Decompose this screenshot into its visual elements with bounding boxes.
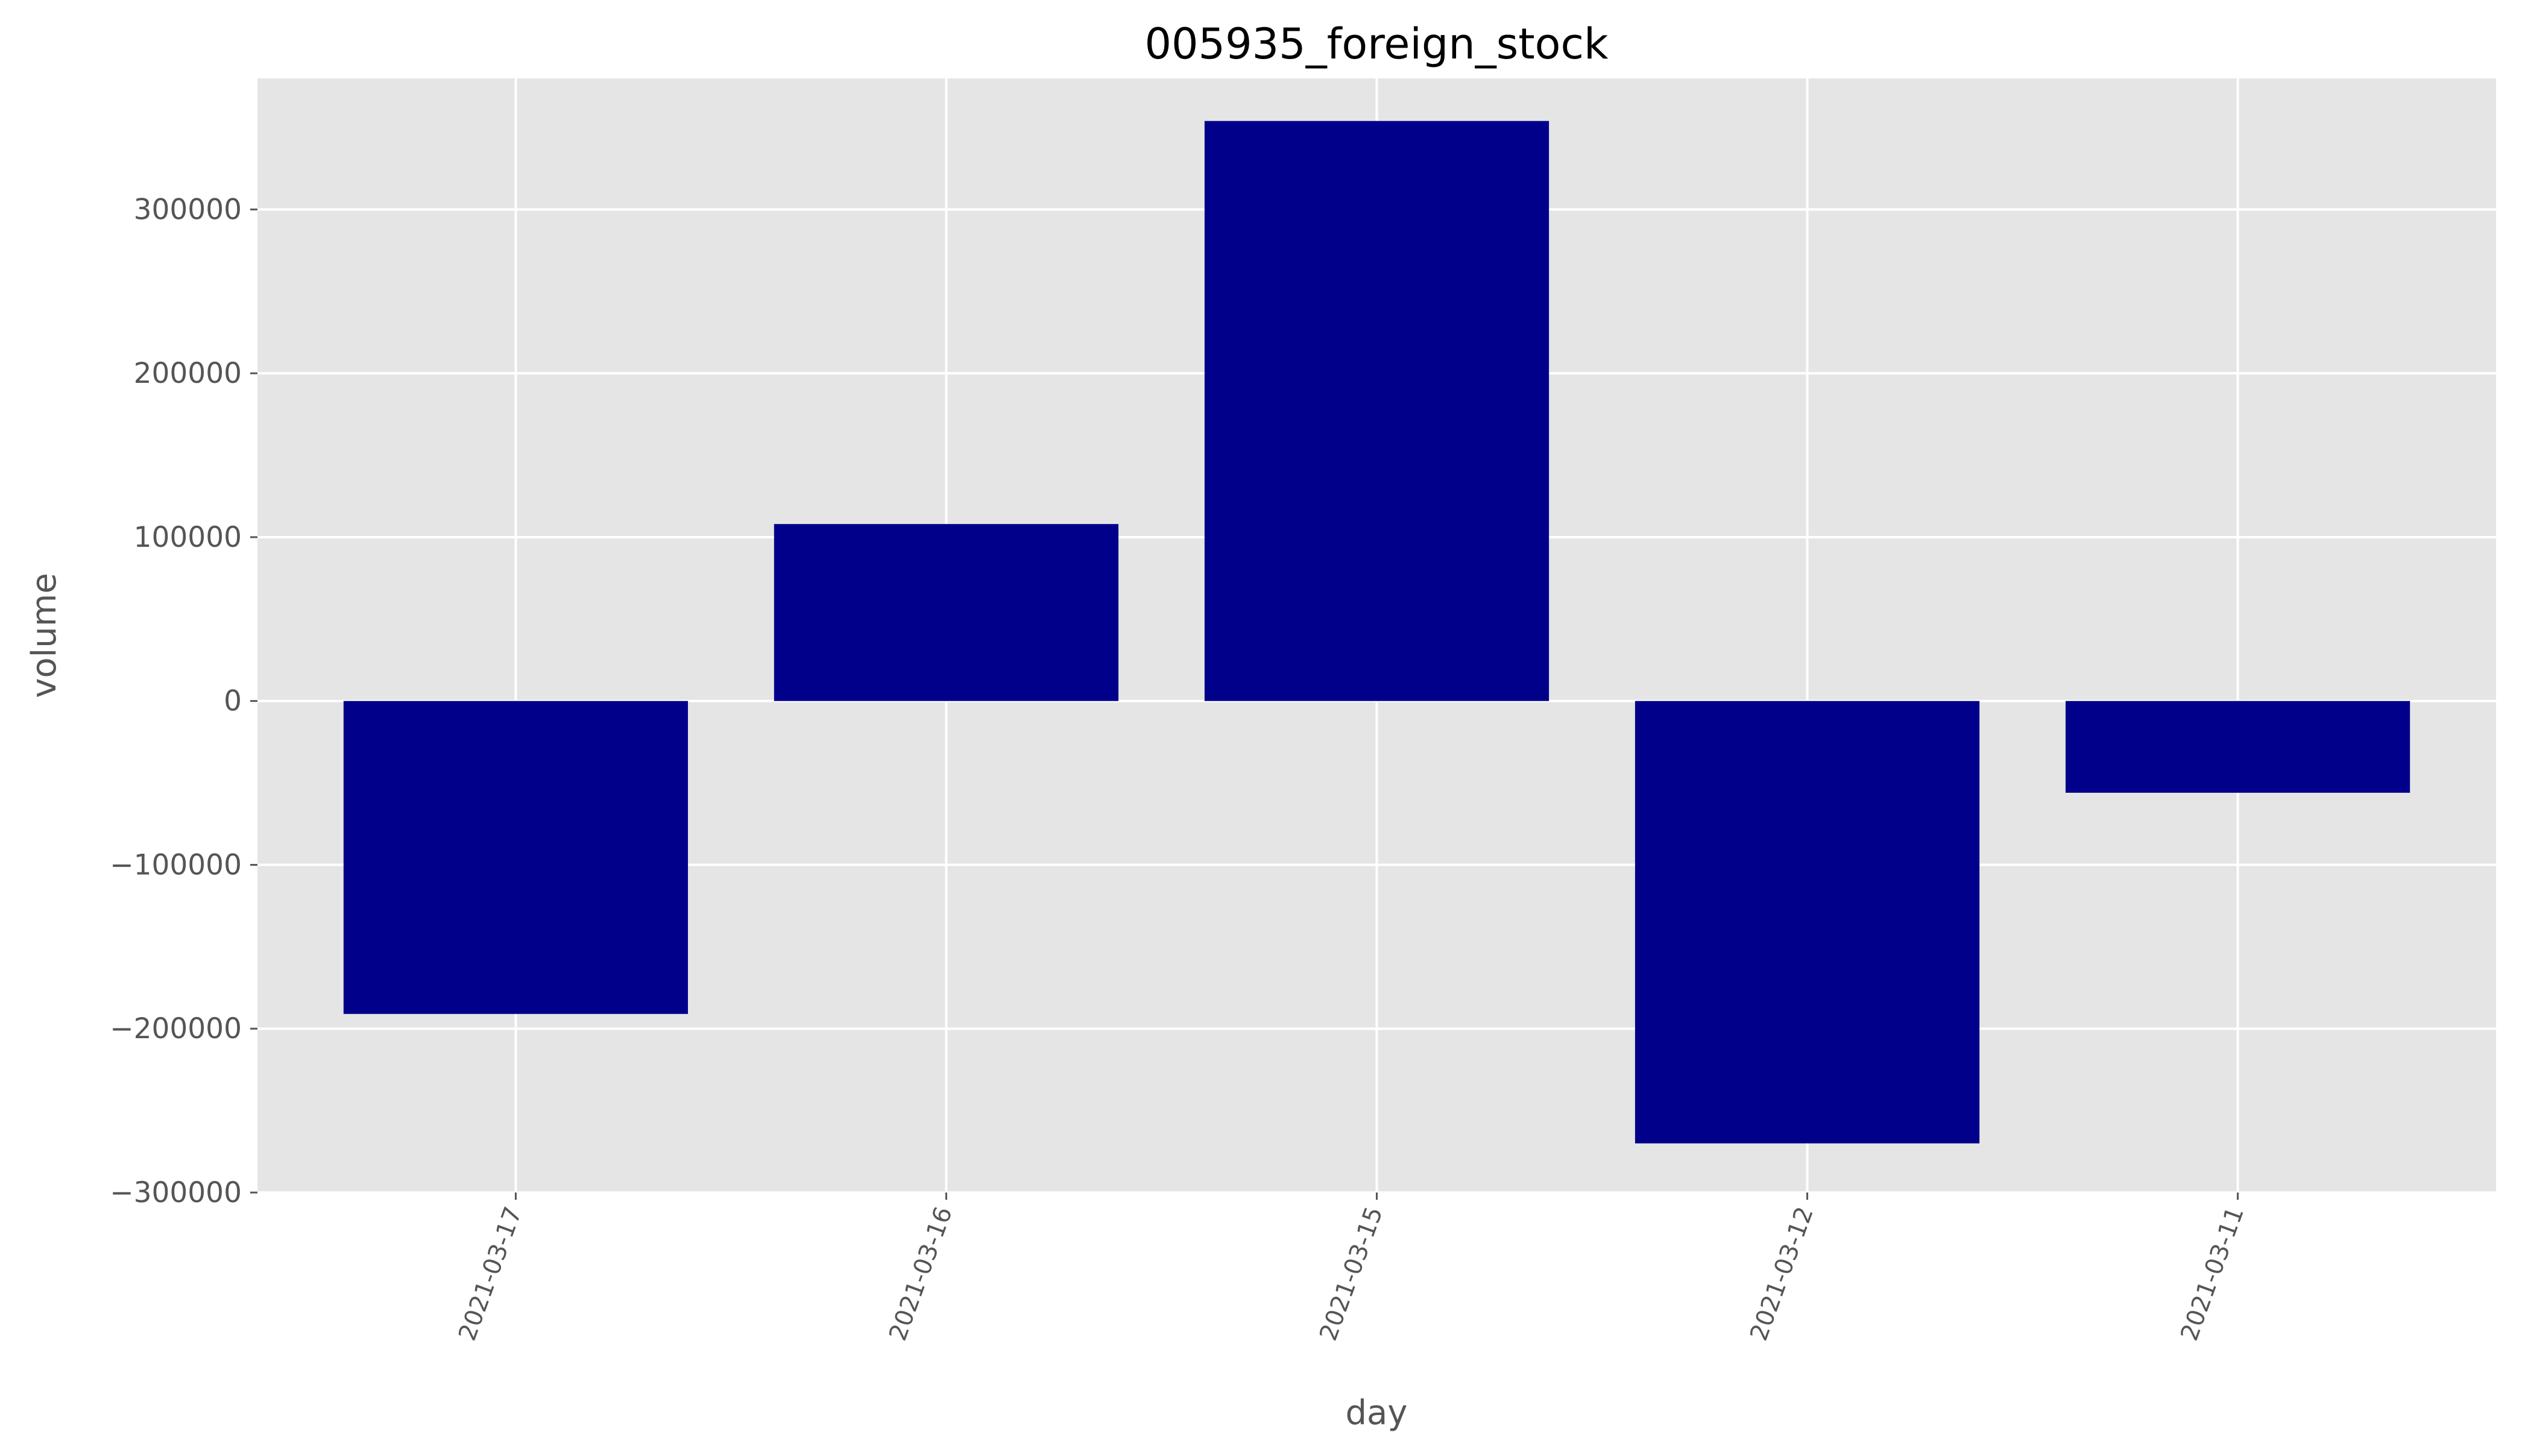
y-tick-label: 0 [224, 685, 242, 718]
x-axis-label: day [1345, 1393, 1407, 1432]
bars [343, 121, 2410, 1144]
y-tick-label: −200000 [110, 1012, 242, 1045]
bar [1204, 121, 1549, 701]
y-tick-label: 200000 [134, 357, 242, 390]
x-tick-label: 2021-03-11 [2175, 1203, 2249, 1344]
chart-title: 005935_foreign_stock [1144, 19, 1608, 69]
x-tick-label: 2021-03-15 [1314, 1203, 1389, 1344]
x-tick-label: 2021-03-17 [453, 1203, 528, 1344]
y-tick-label: 100000 [134, 521, 242, 554]
y-axis-label: volume [25, 573, 64, 698]
y-tick-label: −300000 [110, 1176, 242, 1209]
x-tick-label: 2021-03-12 [1745, 1203, 1819, 1344]
bar [343, 701, 689, 1014]
x-axis-ticks: 2021-03-17 2021-03-16 2021-03-15 2021-03-12… [453, 1193, 2249, 1344]
bar [774, 524, 1119, 701]
x-tick-label: 2021-03-16 [884, 1203, 958, 1344]
y-tick-label: 300000 [134, 193, 242, 226]
y-axis-ticks: −300000 −200000 −100000 0 100000 200000 300000 [110, 193, 257, 1209]
bar [1635, 701, 1980, 1144]
bar [2065, 701, 2410, 793]
y-tick-label: −100000 [110, 848, 242, 881]
